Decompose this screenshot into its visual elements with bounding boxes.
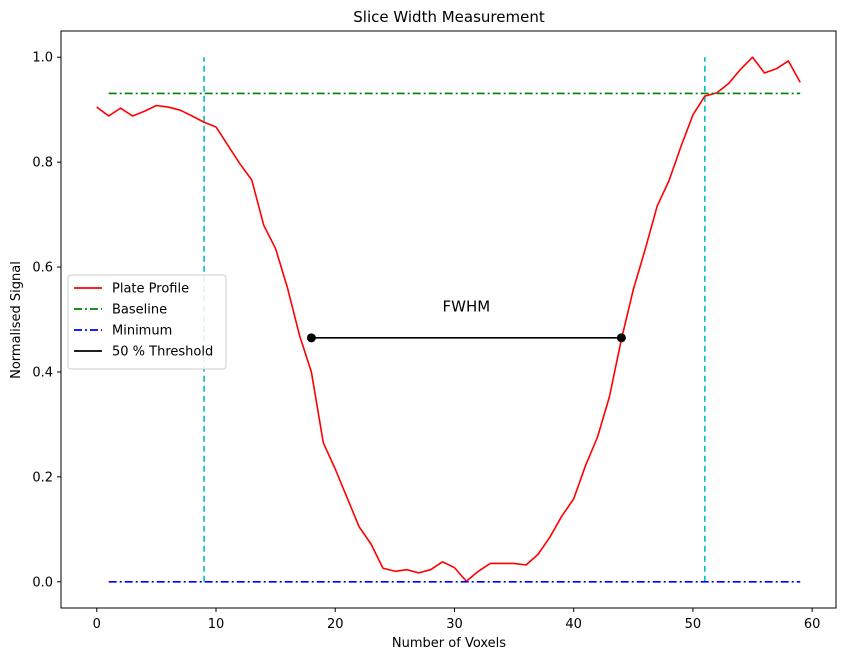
x-axis: 0 10 20 30 40 50 60 — [93, 608, 821, 632]
legend-box — [67, 274, 227, 370]
series-marker-50-threshold-0 — [306, 333, 316, 343]
x-tick-label-50: 50 — [685, 617, 702, 632]
y-tick-label-4: 0.8 — [32, 156, 53, 171]
x-tick-label-10: 10 — [208, 617, 225, 632]
x-tick-label-20: 20 — [327, 617, 344, 632]
y-axis: 0.0 0.2 0.4 0.6 0.8 1.0 — [32, 51, 61, 590]
x-tick-label-30: 30 — [446, 617, 463, 632]
legend: Plate Profile Baseline Minimum 50 % Thresho… — [67, 274, 227, 370]
legend-label-50-threshold: 50 % Threshold — [112, 345, 213, 360]
annotation-fwhm: FWHM — [443, 298, 491, 316]
x-tick-label-0: 0 — [93, 617, 101, 632]
chart-title: Slice Width Measurement — [353, 8, 545, 26]
y-tick-label-3: 0.6 — [32, 261, 53, 276]
x-tick-label-60: 60 — [804, 617, 821, 632]
legend-label-minimum: Minimum — [112, 324, 172, 339]
legend-label-plate-profile: Plate Profile — [112, 282, 189, 297]
y-tick-label-5: 1.0 — [32, 51, 53, 66]
y-tick-label-2: 0.4 — [32, 365, 53, 380]
plot-frame — [60, 30, 837, 609]
legend-label-baseline: Baseline — [112, 303, 167, 318]
x-tick-label-40: 40 — [565, 617, 582, 632]
y-tick-label-0: 0.0 — [32, 575, 53, 590]
series-line-plate-profile — [96, 56, 801, 583]
y-axis-label: Normalised Signal — [9, 261, 24, 379]
y-tick-label-1: 0.2 — [32, 470, 53, 485]
x-axis-label: Number of Voxels — [392, 636, 506, 651]
series-marker-50-threshold-1 — [616, 333, 626, 343]
annotations: FWHM — [443, 298, 491, 316]
